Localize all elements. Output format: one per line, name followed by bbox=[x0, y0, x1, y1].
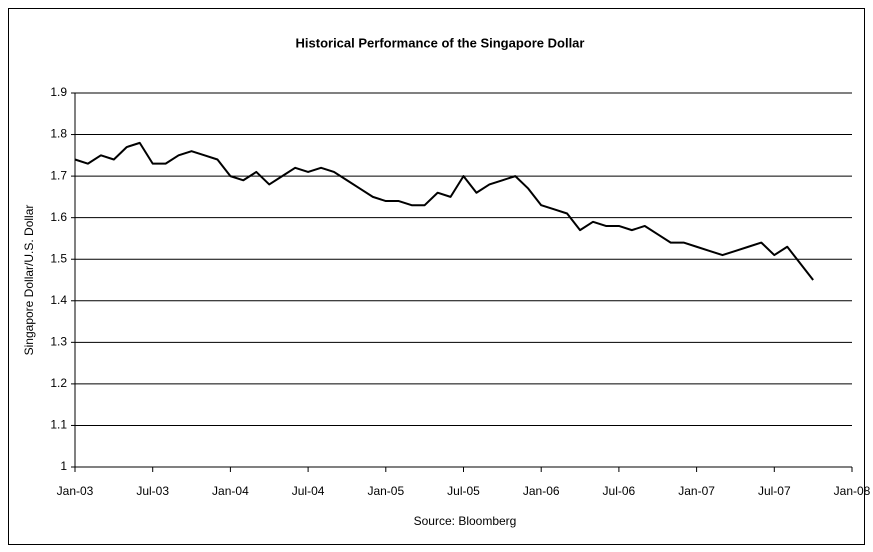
chart-title: Historical Performance of the Singapore … bbox=[296, 35, 585, 50]
x-tick-label: Jul-07 bbox=[758, 484, 791, 498]
x-tick-label: Jul-05 bbox=[447, 484, 480, 498]
x-tick-label: Jul-06 bbox=[603, 484, 636, 498]
y-tick-label: 1.8 bbox=[50, 127, 67, 141]
line-series bbox=[74, 141, 814, 281]
y-tick-label: 1.7 bbox=[50, 168, 67, 182]
y-tick-label: 1.5 bbox=[50, 251, 67, 265]
x-tick-label: Jan-07 bbox=[678, 484, 715, 498]
y-tick-label: 1.2 bbox=[50, 376, 67, 390]
x-tick-label: Jul-04 bbox=[292, 484, 325, 498]
y-tick-label: 1 bbox=[60, 459, 67, 473]
x-tick-label: Jul-03 bbox=[136, 484, 169, 498]
y-tick-label: 1.3 bbox=[50, 335, 67, 349]
x-tick-label: Jan-03 bbox=[57, 484, 94, 498]
y-tick-label: 1.9 bbox=[50, 85, 67, 99]
x-tick-label: Jan-08 bbox=[834, 484, 871, 498]
y-tick-label: 1.1 bbox=[50, 418, 67, 432]
y-axis-label: Singapore Dollar/U.S. Dollar bbox=[22, 205, 36, 356]
y-tick-label: 1.4 bbox=[50, 293, 67, 307]
x-tick-label: Jan-04 bbox=[212, 484, 249, 498]
x-tick-label: Jan-05 bbox=[367, 484, 404, 498]
chart-border bbox=[8, 8, 865, 545]
x-tick-label: Jan-06 bbox=[523, 484, 560, 498]
x-axis-label: Source: Bloomberg bbox=[414, 514, 517, 528]
y-tick-label: 1.6 bbox=[50, 210, 67, 224]
